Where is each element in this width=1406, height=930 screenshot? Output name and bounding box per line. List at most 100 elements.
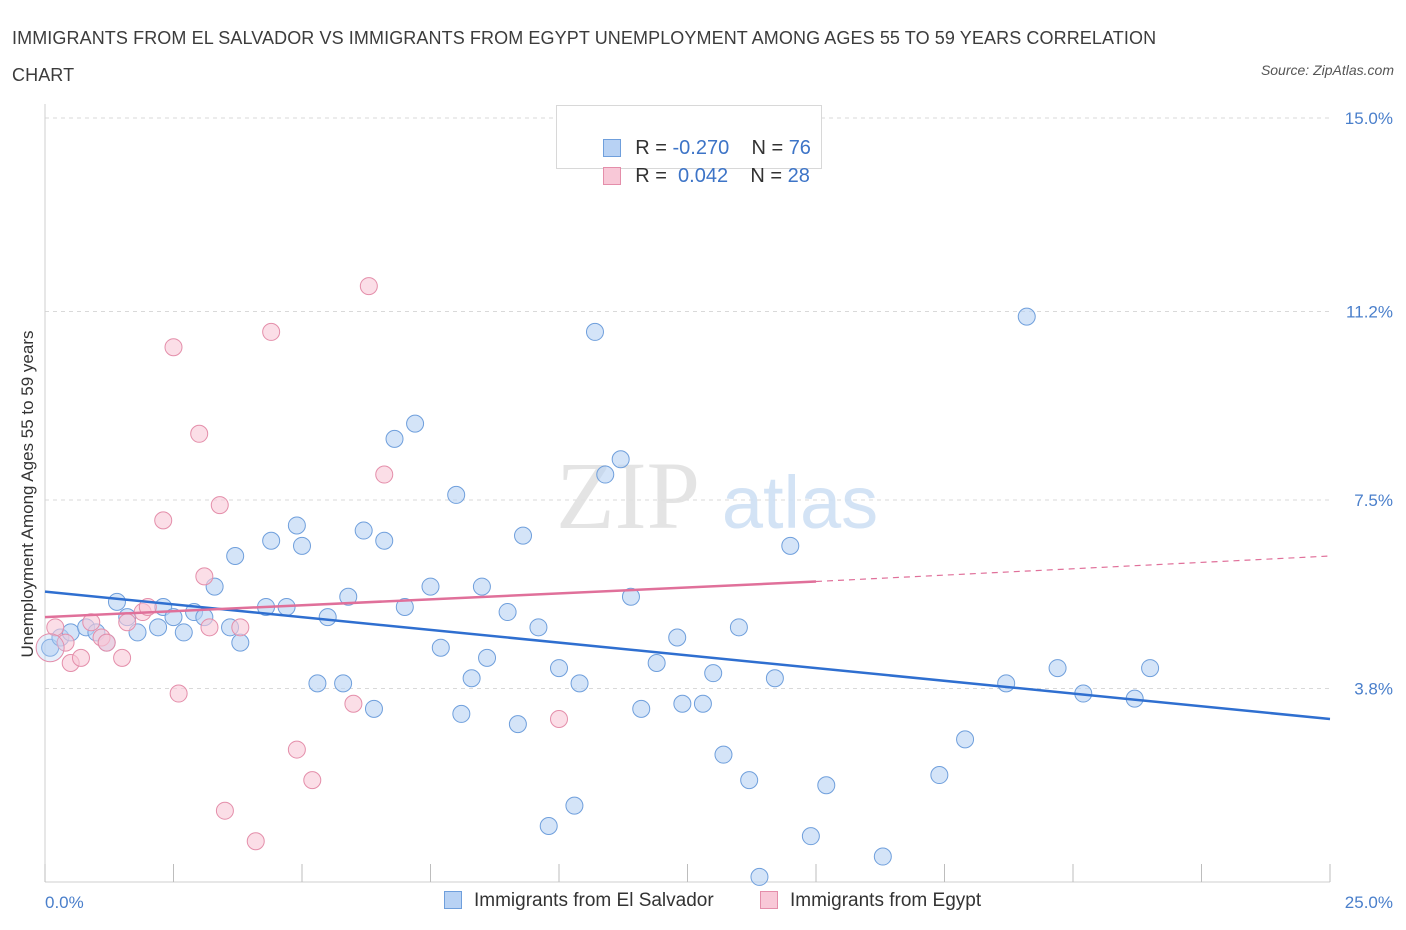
bottom-legend-swatch-pink (760, 891, 778, 909)
legend-n-label: N = (751, 137, 784, 159)
point-el-salvador-56 (693, 694, 712, 713)
point-el-salvador-31 (395, 597, 414, 616)
point-el-salvador-58 (714, 745, 733, 764)
point-el-salvador-17 (226, 547, 245, 566)
point-egypt-8 (118, 613, 137, 632)
point-egypt-25 (359, 277, 378, 296)
legend-n-value-2: 28 (787, 165, 810, 187)
point-el-salvador-33 (421, 577, 440, 596)
point-el-salvador-34 (431, 638, 450, 657)
point-egypt-4 (82, 613, 101, 632)
point-el-salvador-18 (262, 531, 281, 550)
point-el-salvador-66 (930, 766, 949, 785)
point-el-salvador-48 (585, 322, 604, 341)
point-el-salvador-65 (873, 847, 892, 866)
point-el-salvador-68 (997, 674, 1016, 693)
point-el-salvador-69 (1017, 307, 1036, 326)
bottom-legend-swatch-blue (444, 891, 462, 909)
point-egypt-21 (262, 322, 281, 341)
point-el-salvador-62 (781, 536, 800, 555)
series-egypt-points (35, 277, 568, 851)
legend-r-label: R = (635, 137, 667, 159)
y-axis-label: Unemployment Among Ages 55 to 59 years (18, 331, 37, 658)
point-el-salvador-11 (174, 623, 193, 642)
point-el-salvador-49 (596, 465, 615, 484)
point-egypt-22 (287, 740, 306, 759)
point-el-salvador-54 (668, 628, 687, 647)
point-el-salvador-57 (704, 664, 723, 683)
tick-labels: 15.0% 11.2% 7.5% 3.8% 0.0% 25.0% (45, 109, 1393, 912)
y-tick-label-2: 7.5% (1354, 491, 1393, 510)
point-egypt-6 (97, 633, 116, 652)
point-egypt-19 (231, 618, 250, 637)
point-cluster-origin (35, 633, 65, 663)
point-el-salvador-50 (611, 450, 630, 469)
legend-row-el-salvador: R = -0.270 N = 76 (581, 112, 811, 159)
trend-lines (44, 555, 1331, 721)
y-tick-label-0: 15.0% (1345, 109, 1393, 128)
point-el-salvador-63 (801, 827, 820, 846)
point-egypt-17 (210, 496, 229, 515)
point-el-salvador-43 (529, 618, 548, 637)
point-el-salvador-70 (1048, 659, 1067, 678)
bottom-legend-label-1: Immigrants from El Salvador (474, 890, 714, 911)
watermark-atlas: atlas (722, 461, 878, 544)
legend-n-value-1: 76 (788, 137, 811, 159)
legend-swatch-blue (603, 139, 622, 157)
point-egypt-26 (375, 465, 394, 484)
grid-lines (45, 117, 1330, 689)
point-egypt-23 (303, 771, 322, 790)
trend-line-egypt (44, 580, 817, 619)
point-egypt-3 (71, 648, 90, 667)
point-egypt-24 (344, 694, 363, 713)
point-el-salvador-47 (570, 674, 589, 693)
point-el-salvador-44 (539, 816, 558, 835)
trend-line-egypt-extension (815, 555, 1331, 583)
point-egypt-16 (200, 618, 219, 637)
legend-r-value-1: -0.270 (672, 137, 730, 159)
point-egypt-0 (46, 618, 65, 637)
bottom-legend-label-2: Immigrants from Egypt (790, 890, 982, 911)
legend-r-label: R = (635, 165, 667, 187)
point-el-salvador-37 (462, 669, 481, 688)
point-egypt-18 (215, 801, 234, 820)
legend-row-egypt: R = 0.042 N = 28 (581, 140, 810, 187)
point-el-salvador-24 (318, 608, 337, 627)
point-el-salvador-51 (621, 587, 640, 606)
point-egypt-14 (190, 424, 209, 443)
y-tick-label-3: 3.8% (1354, 679, 1393, 698)
point-el-salvador-45 (550, 659, 568, 678)
x-tick-label-1: 25.0% (1345, 893, 1393, 912)
point-el-salvador-42 (514, 526, 533, 545)
series-el-salvador-points (41, 307, 1160, 886)
chart-title: IMMIGRANTS FROM EL SALVADOR VS IMMIGRANT… (12, 28, 1157, 85)
point-el-salvador-59 (729, 618, 748, 637)
point-el-salvador-29 (375, 531, 394, 550)
point-el-salvador-28 (364, 699, 383, 718)
point-el-salvador-36 (452, 704, 471, 723)
point-el-salvador-38 (472, 577, 491, 596)
bottom-legend-egypt: Immigrants from Egypt (760, 890, 981, 912)
point-el-salvador-23 (308, 674, 327, 693)
point-el-salvador-73 (1141, 659, 1160, 678)
point-el-salvador-30 (385, 429, 404, 448)
point-el-salvador-16 (231, 633, 250, 652)
point-egypt-11 (154, 511, 173, 530)
point-el-salvador-53 (647, 653, 666, 672)
x-tick-label-0: 0.0% (45, 893, 84, 912)
point-el-salvador-5 (107, 592, 126, 611)
point-el-salvador-26 (339, 587, 358, 606)
point-el-salvador-55 (673, 694, 692, 713)
point-el-salvador-67 (956, 730, 975, 749)
point-el-salvador-52 (632, 699, 651, 718)
y-tick-label-1: 11.2% (1346, 303, 1393, 322)
point-egypt-1 (56, 633, 75, 652)
point-el-salvador-25 (334, 674, 353, 693)
point-el-salvador-32 (406, 414, 425, 433)
axes (44, 104, 1331, 883)
point-egypt-27 (550, 710, 568, 729)
source-label: Source: ZipAtlas.com (1260, 62, 1394, 78)
legend-swatch-pink (603, 167, 622, 185)
legend-r-value-2: 0.042 (672, 165, 729, 187)
point-el-salvador-46 (565, 796, 584, 815)
